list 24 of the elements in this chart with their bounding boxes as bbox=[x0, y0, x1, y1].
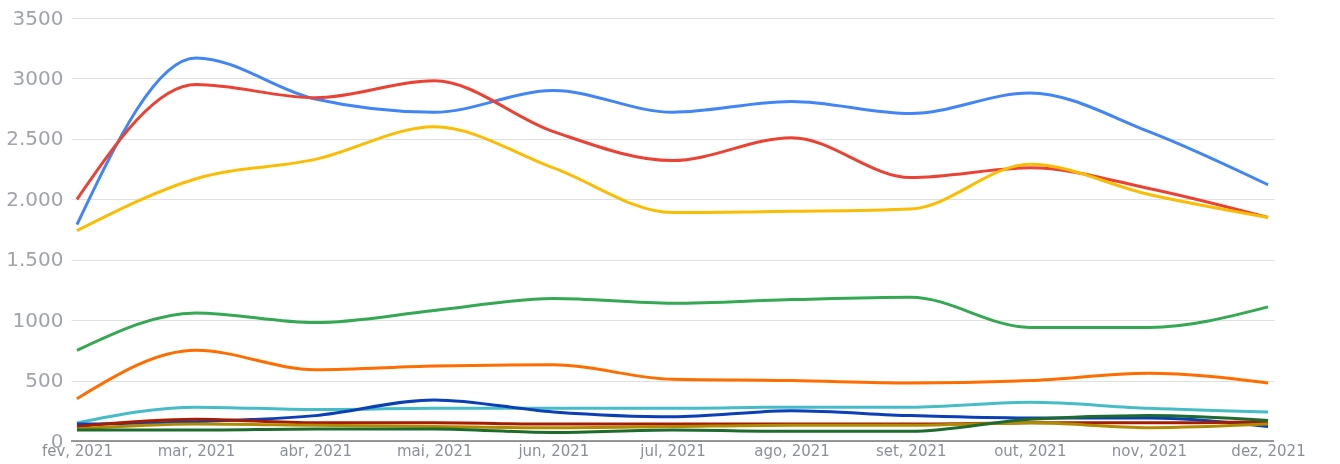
x-tick-label: out, 2021 bbox=[994, 441, 1067, 460]
y-tick-label: 500 bbox=[25, 368, 64, 393]
x-tick-label: mar, 2021 bbox=[157, 441, 236, 460]
y-tick-label: 3000 bbox=[12, 65, 64, 90]
line-series bbox=[75, 295, 1270, 352]
line-series bbox=[75, 348, 1270, 401]
y-tick-label: 1.500 bbox=[6, 247, 64, 272]
line-series bbox=[75, 79, 1270, 219]
x-tick-label: abr, 2021 bbox=[279, 441, 352, 460]
line-series bbox=[75, 125, 1270, 233]
y-tick-label: 2.500 bbox=[6, 126, 64, 151]
x-tick-label: set, 2021 bbox=[875, 441, 947, 460]
x-tick-label: nov, 2021 bbox=[1111, 441, 1188, 460]
line-series bbox=[75, 56, 1270, 227]
x-tick-label: jul, 2021 bbox=[639, 441, 706, 460]
x-tick-label: jun, 2021 bbox=[517, 441, 590, 460]
y-tick-label: 1000 bbox=[12, 307, 64, 332]
x-tick-label: dez, 2021 bbox=[1231, 441, 1306, 460]
line-series bbox=[75, 414, 1270, 435]
line-series bbox=[75, 421, 1270, 431]
x-tick-label: mai, 2021 bbox=[396, 441, 473, 460]
y-tick-label: 3500 bbox=[12, 5, 64, 30]
y-tick-label: 2.000 bbox=[6, 186, 64, 211]
x-tick-label: ago, 2021 bbox=[754, 441, 830, 460]
